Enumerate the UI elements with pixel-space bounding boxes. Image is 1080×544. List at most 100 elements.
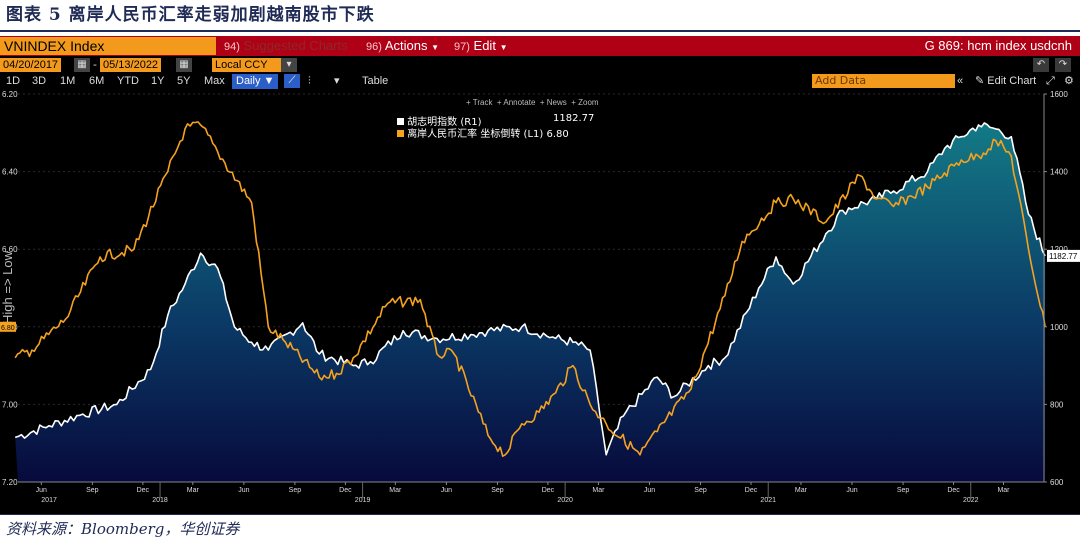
period-3d[interactable]: 3D	[32, 75, 47, 87]
month-tick-label: Dec	[745, 487, 758, 494]
edit-num: 97)	[454, 41, 470, 53]
period-1m[interactable]: 1M	[60, 75, 76, 87]
undo-icon[interactable]: ↶	[1033, 58, 1049, 72]
chevron-down-icon: ▼	[499, 43, 508, 52]
month-tick-label: Mar	[389, 487, 402, 494]
month-tick-label: Mar	[592, 487, 605, 494]
plus-icon: +	[539, 98, 545, 107]
chevron-down-icon: ▼	[263, 75, 275, 87]
plus-icon: +	[496, 98, 502, 107]
month-tick-label: Mar	[997, 487, 1010, 494]
chart-type-icon[interactable]: ⫶	[308, 75, 311, 87]
source-note: 资料来源：Bloomberg，华创证券	[6, 520, 240, 538]
year-tick-label: 2022	[963, 497, 979, 504]
month-tick-label: Sep	[289, 487, 302, 494]
year-tick-label: 2018	[152, 497, 168, 504]
zoom-tool[interactable]: Zoom	[578, 98, 599, 107]
left-tick-label: 7.20	[2, 478, 18, 487]
period-5y[interactable]: 5Y	[177, 75, 191, 87]
right-tick-label: 1600	[1050, 90, 1068, 99]
left-tick-label: 6.60	[2, 245, 18, 254]
edit-chart-button[interactable]: ✎ Edit Chart	[975, 74, 1036, 89]
bloomberg-terminal: VNINDEX Index 94) Suggested Charts 96) A…	[0, 36, 1080, 514]
edit-menu[interactable]: 97) Edit ▼	[454, 36, 507, 56]
month-tick-label: Jun	[846, 487, 857, 494]
month-tick-label: Sep	[491, 487, 504, 494]
actions-num: 96)	[366, 41, 382, 53]
month-tick-label: Dec	[947, 487, 960, 494]
figure-title: 图表 5 离岸人民币汇率走弱加剧越南股市下跌	[6, 5, 375, 25]
month-tick-label: Jun	[238, 487, 249, 494]
title-rule	[0, 30, 1080, 32]
settings-icon[interactable]: ⚙	[1064, 75, 1074, 87]
month-tick-label: Dec	[339, 487, 352, 494]
actions-menu[interactable]: 96) Actions ▼	[366, 36, 439, 56]
year-tick-label: 2020	[557, 497, 573, 504]
year-tick-label: 2019	[355, 497, 371, 504]
legend-swatch-white	[397, 118, 404, 125]
last-value-tag-right	[1047, 249, 1080, 262]
month-tick-label: Jun	[441, 487, 452, 494]
left-tick-label: 7.00	[2, 400, 18, 409]
right-tick-label: 1000	[1050, 323, 1068, 332]
year-tick-label: 2021	[760, 497, 776, 504]
right-tick-label: 600	[1050, 478, 1064, 487]
calendar-icon[interactable]: ▦	[74, 58, 90, 72]
vnindex-line	[14, 122, 1046, 456]
period-6m[interactable]: 6M	[89, 75, 105, 87]
right-tick-label: 800	[1050, 400, 1064, 409]
chart-legend: 胡志明指数 (R1) 1182.77 离岸人民币汇率 坐标倒转 (L1) 6.8…	[393, 111, 609, 140]
currency-select[interactable]: Local CCY	[212, 58, 284, 72]
cnh-line	[14, 121, 1046, 457]
frequency-label: Daily	[236, 75, 261, 87]
period-1y[interactable]: 1Y	[151, 75, 165, 87]
month-tick-label: Sep	[897, 487, 910, 494]
table-button[interactable]: Table	[362, 75, 389, 87]
legend-vnindex-name: 胡志明指数 (R1)	[407, 117, 482, 128]
period-toolbar: 1D 3D 1M 6M YTD 1Y 5Y Max Daily ▼ ⟋ ⫶ ▾ …	[0, 73, 1080, 90]
right-tick-label: 1400	[1050, 168, 1068, 177]
chevron-down-icon[interactable]: ▾	[334, 75, 340, 87]
track-tool[interactable]: Track	[472, 98, 493, 107]
legend-vnindex: 胡志明指数 (R1)	[397, 113, 481, 128]
plus-icon: +	[466, 98, 471, 107]
year-tick-label: 2017	[41, 497, 57, 504]
pencil-icon: ✎	[975, 75, 985, 87]
function-code: G 869: hcm index usdcnh	[924, 38, 1072, 53]
right-tick-label: 1200	[1050, 245, 1068, 254]
last-value-left: 6.80	[1, 325, 15, 332]
month-tick-label: Sep	[694, 487, 707, 494]
month-tick-label: Mar	[187, 487, 200, 494]
line-chart-icon[interactable]: ⟋	[284, 74, 300, 88]
month-tick-label: Jun	[644, 487, 655, 494]
period-1d[interactable]: 1D	[6, 75, 21, 87]
date-to-input[interactable]: 05/13/2022	[100, 58, 162, 72]
month-tick-label: Jun	[36, 487, 47, 494]
chevron-down-icon[interactable]: ▾	[281, 58, 297, 72]
legend-cnh: 离岸人民币汇率 坐标倒转 (L1) 6.80	[397, 125, 569, 140]
legend-cnh-name: 离岸人民币汇率 坐标倒转 (L1)	[407, 129, 544, 140]
annotate-tool[interactable]: Annotate	[503, 98, 536, 107]
ticker-field[interactable]: VNINDEX Index	[0, 37, 216, 55]
month-tick-label: Mar	[795, 487, 808, 494]
month-tick-label: Dec	[137, 487, 150, 494]
period-max[interactable]: Max	[204, 75, 225, 87]
period-ytd[interactable]: YTD	[117, 75, 139, 87]
redo-icon[interactable]: ↷	[1055, 58, 1071, 72]
suggested-charts-button[interactable]: 94) Suggested Charts	[224, 36, 348, 56]
plus-icon: +	[571, 98, 576, 107]
actions-label: Actions	[384, 38, 428, 53]
add-data-input[interactable]: Add Data	[812, 74, 955, 88]
legend-vnindex-value: 1182.77	[553, 113, 595, 124]
date-from-input[interactable]: 04/20/2017	[0, 58, 62, 72]
suggested-label: Suggested Charts	[243, 38, 348, 53]
calendar-icon[interactable]: ▦	[176, 58, 192, 72]
news-tool[interactable]: News	[546, 98, 567, 107]
date-range-bar: 04/20/2017 ▦ - 05/13/2022 ▦ Local CCY ▾ …	[0, 57, 1080, 73]
collapse-icon[interactable]: «	[957, 75, 964, 87]
left-tick-label: 6.40	[2, 168, 18, 177]
suggested-num: 94)	[224, 41, 240, 53]
expand-icon[interactable]: ⤢	[1046, 75, 1055, 87]
left-tick-label: 6.20	[2, 90, 18, 99]
frequency-select[interactable]: Daily ▼	[232, 74, 279, 89]
